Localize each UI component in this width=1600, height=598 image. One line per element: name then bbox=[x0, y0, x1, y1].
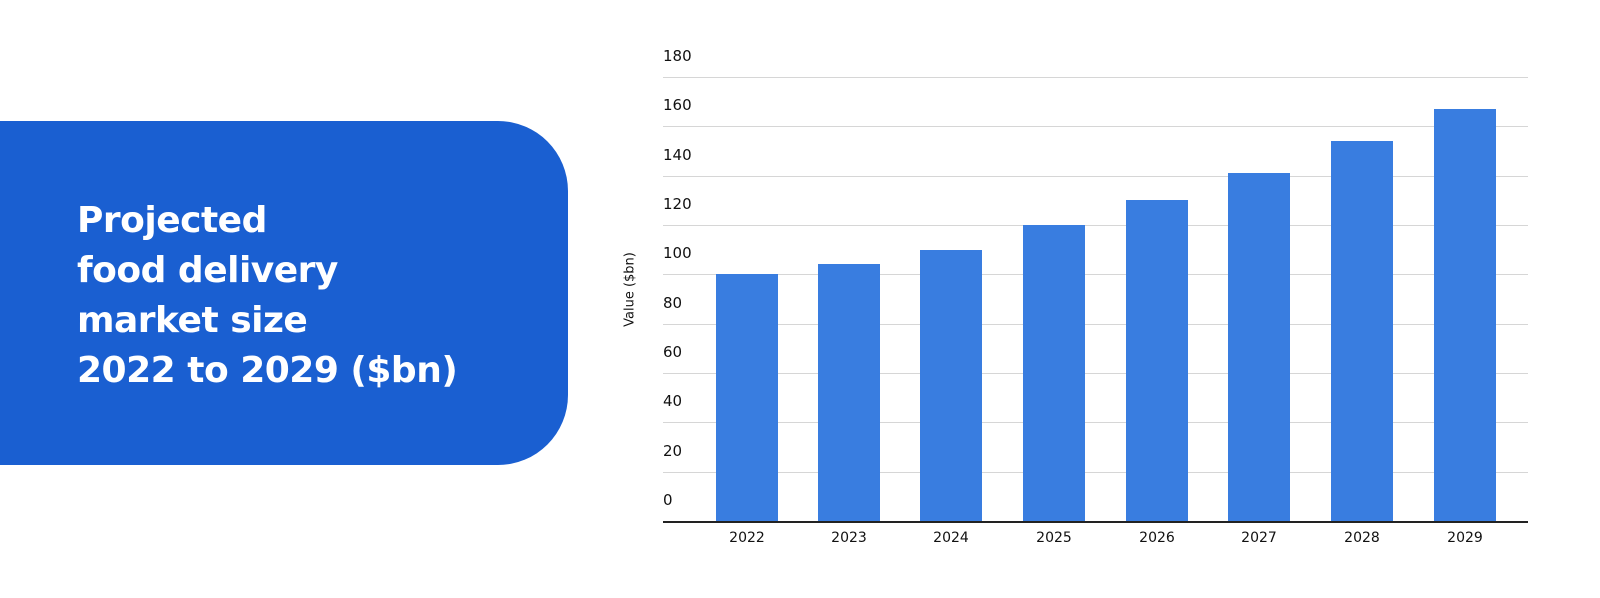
y-tick-label: 120 bbox=[663, 195, 692, 213]
bar-2022 bbox=[716, 274, 778, 521]
y-tick-label: 80 bbox=[663, 293, 683, 312]
y-tick-label: 40 bbox=[663, 392, 683, 411]
x-tick-label: 2023 bbox=[831, 530, 867, 546]
gridline bbox=[663, 77, 1528, 78]
bar-2028 bbox=[1331, 141, 1393, 521]
y-tick-label: 100 bbox=[663, 244, 692, 263]
title-line-3: market size bbox=[77, 300, 308, 341]
x-tick-label: 2028 bbox=[1344, 530, 1380, 546]
bar-2027 bbox=[1228, 173, 1290, 521]
y-tick-label: 0 bbox=[663, 491, 673, 509]
bar-2025 bbox=[1023, 225, 1085, 521]
gridline bbox=[663, 175, 1528, 177]
title-panel bbox=[0, 121, 568, 465]
gridline bbox=[663, 422, 1528, 424]
y-tick-label: 180 bbox=[663, 47, 692, 65]
gridline bbox=[663, 323, 1528, 325]
x-tick-label: 2025 bbox=[1036, 530, 1072, 546]
title-line-2: food delivery bbox=[77, 250, 338, 291]
x-tick-label: 2022 bbox=[729, 530, 765, 546]
bar-2026 bbox=[1126, 200, 1188, 521]
gridline bbox=[663, 274, 1528, 276]
x-tick-label: 2029 bbox=[1447, 530, 1483, 546]
x-tick-label: 2026 bbox=[1139, 530, 1175, 546]
y-tick-label: 60 bbox=[663, 343, 683, 361]
x-tick-label: 2024 bbox=[933, 530, 969, 546]
gridline bbox=[663, 126, 1528, 128]
x-axis-line bbox=[663, 521, 1528, 523]
chart-title: Projected food delivery market size 2022… bbox=[77, 196, 537, 396]
gridline bbox=[663, 471, 1528, 473]
gridline bbox=[663, 225, 1528, 226]
title-line-4: 2022 to 2029 ($bn) bbox=[77, 350, 458, 391]
y-tick-label: 160 bbox=[663, 96, 692, 115]
title-line-1: Projected bbox=[77, 200, 267, 241]
gridline bbox=[663, 373, 1528, 374]
x-tick-label: 2027 bbox=[1241, 530, 1277, 546]
y-axis-title: Value ($bn) bbox=[622, 252, 638, 327]
bar-2029 bbox=[1434, 109, 1496, 521]
y-tick-label: 140 bbox=[663, 145, 692, 164]
bar-2024 bbox=[920, 249, 982, 521]
y-tick-label: 20 bbox=[663, 441, 683, 460]
bar-2023 bbox=[818, 264, 880, 521]
